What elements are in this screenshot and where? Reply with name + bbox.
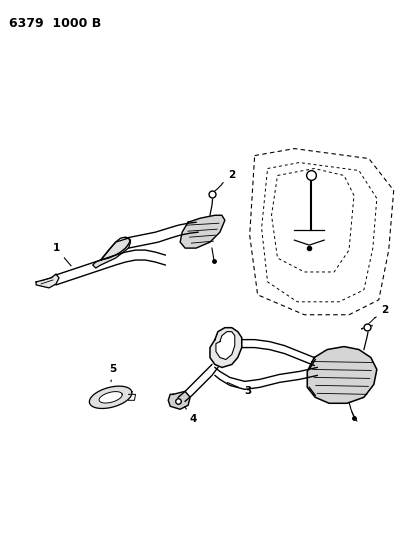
Text: 5: 5 [109, 365, 116, 382]
Polygon shape [180, 215, 225, 248]
Text: 3: 3 [227, 383, 251, 397]
Text: 4: 4 [185, 407, 197, 424]
Polygon shape [89, 386, 132, 408]
Polygon shape [307, 346, 377, 403]
Text: 6379  1000 B: 6379 1000 B [9, 17, 102, 30]
Polygon shape [210, 328, 242, 367]
Text: 1: 1 [52, 243, 71, 266]
Polygon shape [99, 392, 122, 403]
Polygon shape [216, 332, 235, 360]
Polygon shape [36, 274, 59, 288]
Text: 2: 2 [222, 171, 235, 184]
Polygon shape [168, 391, 190, 409]
Polygon shape [93, 238, 131, 268]
Text: 2: 2 [375, 305, 388, 318]
